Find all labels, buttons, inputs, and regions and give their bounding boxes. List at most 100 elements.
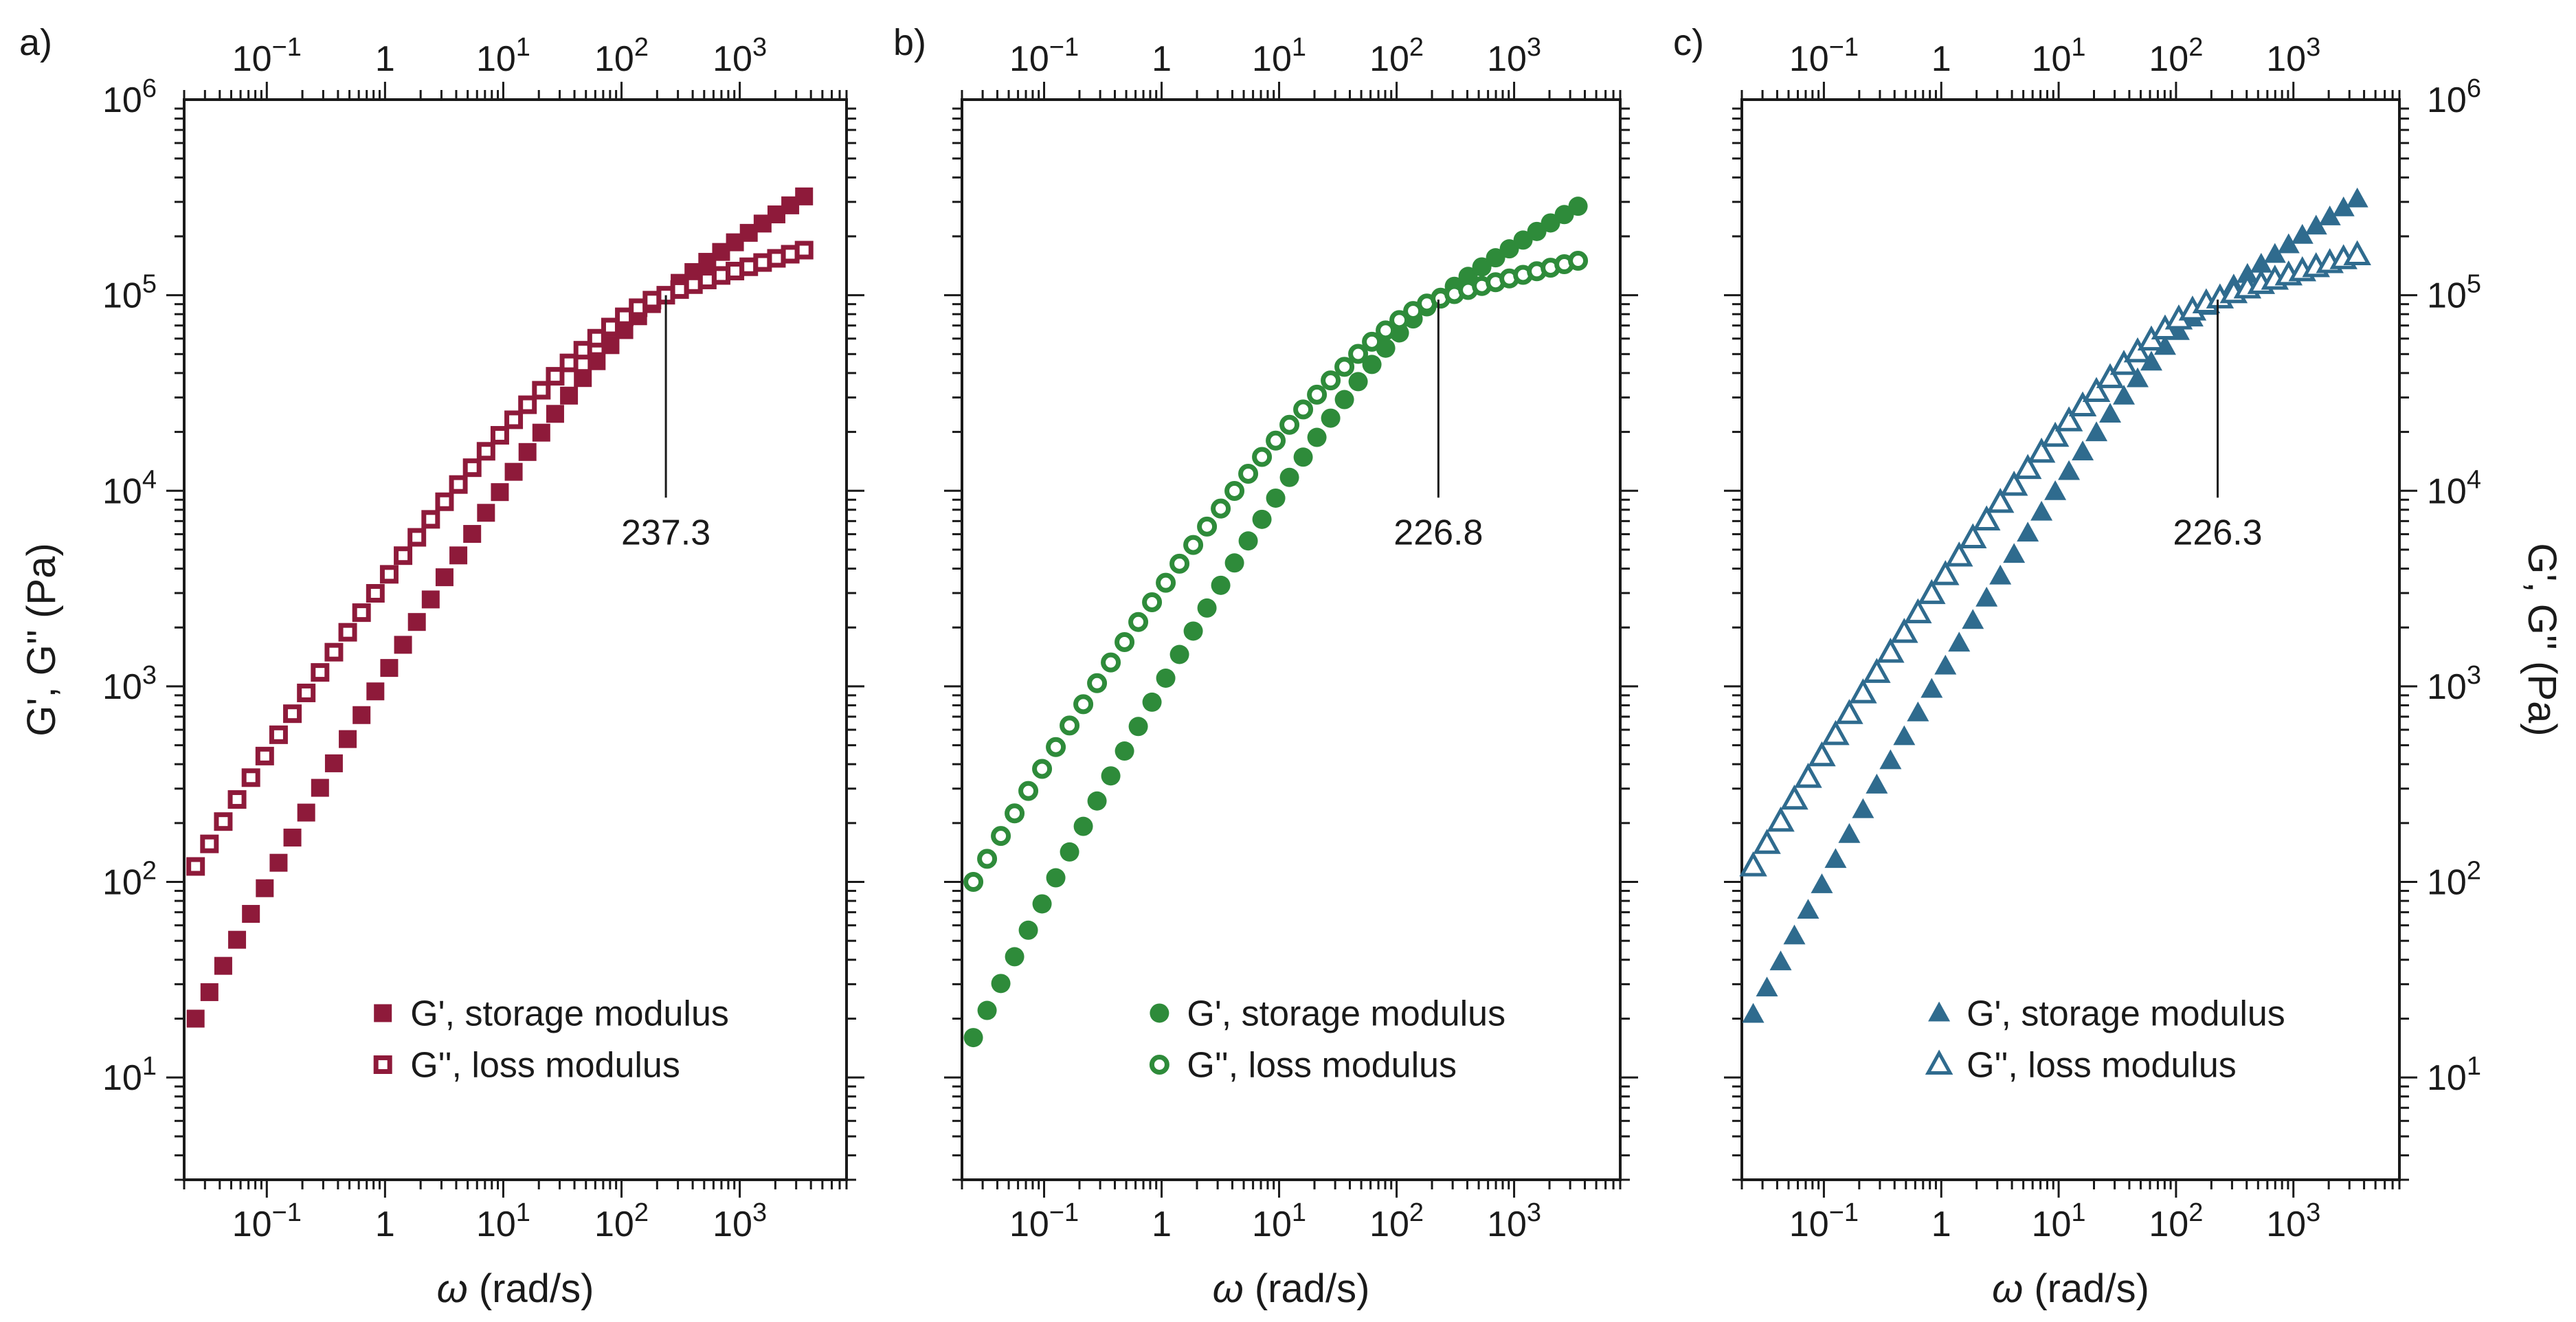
- data-point: [2085, 421, 2108, 442]
- panel-label: c): [1673, 22, 1704, 63]
- x-tick-label-top: 102: [2149, 33, 2203, 79]
- y-tick-label: 106: [2427, 74, 2481, 120]
- series-loss: [963, 251, 1589, 893]
- data-point: [1742, 1002, 1765, 1023]
- data-point: [2263, 243, 2286, 263]
- data-point: [1866, 774, 1888, 794]
- data-point: [1824, 848, 1847, 869]
- data-point: [491, 483, 509, 502]
- x-tick-label: 1: [1152, 1205, 1172, 1244]
- data-point: [283, 828, 302, 847]
- data-point: [1348, 344, 1369, 364]
- data-point: [1279, 414, 1300, 435]
- data-point: [963, 872, 984, 893]
- data-point: [1334, 390, 1354, 410]
- data-point: [407, 613, 426, 631]
- y-tick-label: 106: [102, 74, 157, 120]
- data-point: [394, 546, 413, 565]
- data-point: [1767, 806, 1795, 832]
- data-point: [518, 442, 537, 461]
- plot-frame: [183, 98, 848, 1181]
- data-point: [2054, 406, 2083, 432]
- data-point: [421, 590, 440, 609]
- data-point: [214, 812, 233, 831]
- data-point: [1852, 798, 1874, 818]
- data-point: [1948, 631, 1971, 652]
- data-point: [1060, 842, 1079, 862]
- x-tick-label-top: 103: [2266, 33, 2320, 79]
- data-point: [1794, 763, 1822, 788]
- data-point: [1169, 645, 1189, 664]
- data-point: [1568, 251, 1589, 271]
- data-point: [504, 410, 524, 429]
- chart-panel-2: 10−1 10−1 1 1 101 101 102 102 103 103 ω (rad/s) b) 2…: [893, 22, 1638, 1311]
- x-tick-label-top: 101: [1252, 33, 1306, 79]
- series-storage: [963, 197, 1588, 1048]
- data-point: [269, 853, 288, 872]
- x-tick-label: 10−1: [1789, 1198, 1859, 1244]
- data-point: [1334, 357, 1355, 377]
- data-point: [2099, 403, 2122, 423]
- data-point: [186, 857, 205, 876]
- data-point: [2003, 543, 2026, 563]
- data-point: [1958, 523, 1987, 548]
- y-tick-label: 104: [102, 465, 157, 511]
- data-point: [1986, 487, 2015, 513]
- legend-entry: G', storage modulus: [1187, 994, 1505, 1033]
- series-loss: [1739, 240, 2371, 877]
- x-tick-label: 1: [1931, 1205, 1951, 1244]
- data-point: [2126, 367, 2149, 388]
- data-point: [394, 636, 412, 654]
- y-tick-label: 103: [2427, 661, 2481, 707]
- data-point: [2058, 460, 2081, 480]
- data-point: [1018, 781, 1039, 801]
- data-point: [1348, 372, 1368, 392]
- series-storage: [1742, 187, 2368, 1023]
- data-point: [2041, 421, 2070, 447]
- x-tick-label: 102: [2149, 1198, 2203, 1244]
- data-point: [269, 725, 288, 744]
- legend-entry: G', storage modulus: [410, 994, 729, 1033]
- data-point: [283, 704, 302, 724]
- data-point: [339, 730, 357, 748]
- y-tick-label: 105: [2427, 270, 2481, 316]
- data-point: [200, 983, 219, 1001]
- data-point: [1934, 654, 1957, 675]
- data-point: [2068, 391, 2097, 417]
- data-point: [2000, 471, 2028, 496]
- data-point: [1499, 239, 1519, 259]
- x-tick-label-top: 103: [1487, 33, 1541, 79]
- data-point: [2109, 350, 2138, 375]
- data-point: [1458, 267, 1478, 287]
- data-point: [255, 746, 274, 765]
- data-point: [1115, 741, 1134, 761]
- data-point: [963, 1028, 983, 1048]
- data-point: [241, 768, 260, 787]
- chart-panel-1: 10−1 10−1 1 1 101 101 102 102 103 103 101 102 103 104…: [19, 22, 864, 1311]
- x-tick-label-top: 1: [375, 39, 395, 79]
- data-point: [1128, 612, 1149, 632]
- data-point: [1156, 572, 1176, 593]
- y-tick-label: 105: [102, 270, 157, 316]
- data-point: [546, 405, 564, 423]
- data-point: [1486, 248, 1505, 268]
- data-point: [1541, 213, 1560, 233]
- data-point: [795, 187, 814, 205]
- data-point: [297, 683, 316, 702]
- data-point: [1293, 447, 1313, 467]
- data-point: [1753, 829, 1781, 854]
- data-point: [2096, 363, 2125, 388]
- data-point: [1101, 652, 1121, 673]
- crossover-label: 226.3: [2173, 513, 2262, 552]
- y-tick-label: 101: [2427, 1052, 2481, 1098]
- data-point: [1266, 488, 1286, 508]
- data-point: [1835, 699, 1863, 724]
- data-point: [1224, 480, 1245, 501]
- legend-entry: G'', loss modulus: [1967, 1045, 2237, 1085]
- data-point: [1321, 408, 1341, 428]
- data-point: [366, 584, 385, 603]
- data-point: [1183, 621, 1203, 641]
- data-point: [380, 659, 399, 677]
- y-tick-label: 102: [102, 857, 157, 903]
